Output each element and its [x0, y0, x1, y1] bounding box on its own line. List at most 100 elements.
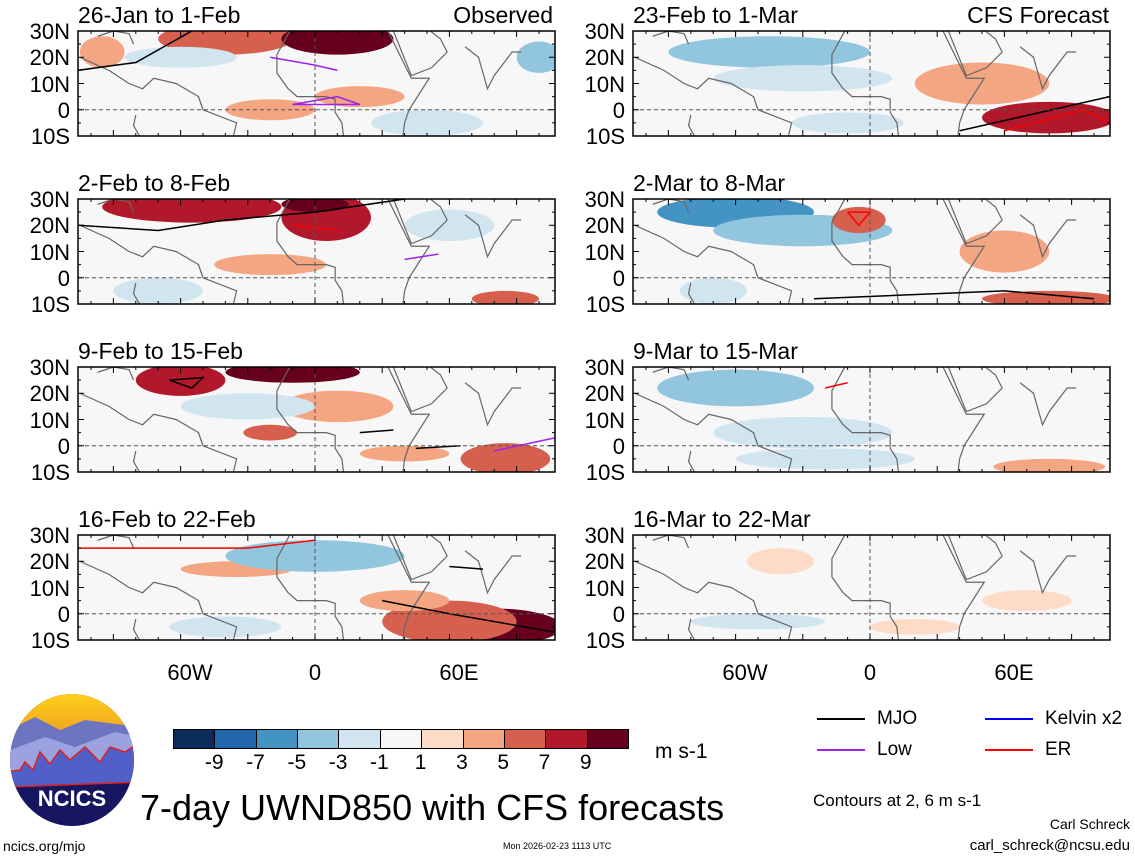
lat-label: 10N — [29, 71, 70, 97]
coastline — [1019, 214, 1077, 259]
panel-title: 16-Feb to 22-Feb — [78, 506, 256, 532]
contour-line — [78, 31, 193, 72]
wind-anomaly-region — [831, 206, 886, 234]
coastline — [652, 31, 690, 45]
coastline — [687, 114, 696, 136]
lat-label: 10N — [29, 407, 70, 433]
coastline — [942, 535, 986, 640]
lat-label: 10N — [29, 575, 70, 601]
coastline — [97, 31, 135, 45]
lat-label: 30N — [584, 355, 625, 380]
colorbar-tick: -5 — [287, 751, 307, 774]
coastline — [947, 31, 1003, 77]
colorbar-tick: -7 — [246, 751, 265, 774]
coastline — [652, 535, 690, 549]
coastline — [79, 560, 238, 640]
coastline — [831, 367, 900, 472]
wind-anomaly-region — [982, 101, 1110, 134]
contour-line — [78, 539, 316, 549]
wind-anomaly-region — [959, 230, 1050, 273]
lat-label: 30N — [584, 187, 625, 212]
observed-label: Observed — [453, 2, 553, 28]
wind-anomaly-region — [180, 393, 315, 420]
coastline — [687, 618, 696, 640]
colorbar-swatch — [504, 730, 547, 748]
timestamp: Mon 2026-02-23 1113 UTC — [503, 841, 612, 851]
wind-anomaly-region — [281, 199, 349, 213]
colorbar-tick: 7 — [538, 751, 551, 774]
figure-title: 7-day UWND850 with CFS forecasts — [140, 787, 725, 828]
lat-label: 20N — [584, 213, 625, 239]
coastline — [652, 199, 690, 213]
colorbar-swatch — [422, 730, 464, 748]
coastline — [276, 367, 345, 472]
coastline — [947, 367, 1003, 413]
contour-line — [292, 95, 361, 106]
contour-line — [404, 253, 439, 261]
panel-title: 23-Feb to 1-Mar — [633, 2, 798, 28]
colorbar-swatch — [215, 730, 257, 748]
colorbar-tick: 3 — [456, 751, 468, 774]
coastline — [687, 450, 696, 472]
wind-anomaly-region — [214, 254, 327, 276]
observed-panel — [77, 534, 556, 641]
url-link[interactable]: ncics.org/mjo — [3, 838, 86, 854]
coastline — [831, 535, 900, 640]
forecast-panel — [632, 534, 1111, 641]
lat-label: 10S — [585, 460, 625, 485]
panel-title: 9-Feb to 15-Feb — [78, 338, 243, 364]
coastline — [464, 46, 522, 91]
contour-line — [78, 199, 405, 232]
lat-label: 20N — [29, 213, 70, 239]
panel-title: 2-Mar to 8-Mar — [633, 170, 786, 196]
legend-line-low — [817, 749, 865, 751]
lat-label: 30N — [29, 187, 70, 212]
forecast-panel — [632, 198, 1111, 305]
wind-anomaly-region — [982, 590, 1072, 612]
coastline — [276, 199, 345, 304]
contour-line — [169, 376, 206, 389]
coastline — [634, 56, 793, 136]
coastline — [132, 282, 141, 304]
wind-anomaly-region — [102, 199, 282, 223]
lon-label: 60E — [994, 660, 1034, 685]
wind-anomaly-region — [982, 290, 1110, 304]
lat-label: 0 — [57, 97, 70, 123]
colorbar-tick: -9 — [204, 751, 224, 774]
lat-label: 10S — [585, 628, 625, 653]
panel-title: 9-Mar to 15-Mar — [633, 338, 798, 364]
wind-anomaly-region — [281, 31, 394, 55]
author: Carl Schreck — [1049, 816, 1130, 832]
contour-line — [270, 56, 338, 72]
colorbar-swatch — [587, 730, 628, 748]
wind-anomaly-region — [281, 390, 394, 423]
lat-label: 10S — [30, 628, 70, 653]
coastline — [392, 535, 448, 581]
contour-line — [813, 290, 1095, 300]
wind-anomaly-region — [657, 369, 814, 407]
wind-anomaly-region — [870, 619, 960, 635]
contour-line — [825, 382, 848, 389]
wind-anomaly-region — [914, 62, 1050, 105]
email[interactable]: carl_schreck@ncsu.edu — [969, 837, 1130, 854]
wind-anomaly-region — [359, 590, 450, 612]
wind-anomaly-region — [169, 616, 282, 638]
coastline — [1019, 382, 1077, 427]
coastline — [634, 392, 793, 472]
wind-anomaly-region — [713, 416, 893, 449]
lat-label: 20N — [584, 45, 625, 71]
lat-label: 10N — [584, 575, 625, 601]
legend-er: ER — [1045, 739, 1072, 760]
lat-label: 30N — [29, 19, 70, 44]
wind-anomaly-region — [404, 209, 495, 241]
lat-label: 10S — [30, 292, 70, 317]
coastline — [387, 535, 431, 640]
coastline — [79, 56, 238, 136]
lat-label: 30N — [29, 523, 70, 548]
legend-line-er — [985, 749, 1033, 751]
colorbar-swatch — [546, 730, 588, 748]
colorbar — [173, 729, 629, 749]
coastline — [464, 382, 522, 427]
contour-line — [494, 437, 555, 452]
